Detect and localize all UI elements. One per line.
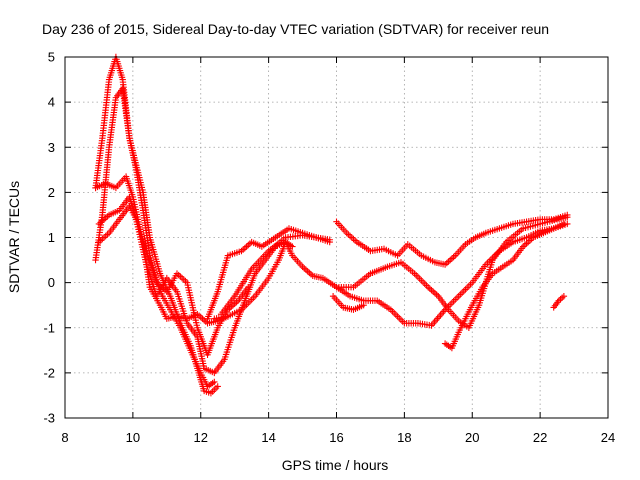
data-point <box>564 211 571 219</box>
y-tick-label: 4 <box>48 95 55 110</box>
data-series-track-11 <box>329 292 367 313</box>
y-tick-label: 3 <box>48 140 55 155</box>
x-tick-label: 22 <box>533 430 547 445</box>
x-tick-label: 14 <box>261 430 275 445</box>
y-tick-label: 1 <box>48 230 55 245</box>
grid-layer <box>65 57 608 418</box>
y-axis-label: SDTVAR / TECUs <box>6 181 22 293</box>
data-series-track-9 <box>333 211 571 268</box>
data-point <box>211 378 218 386</box>
data-series-track-12 <box>441 220 568 352</box>
y-tick-label: -3 <box>43 411 55 426</box>
y-tick-label: -2 <box>43 365 55 380</box>
x-tick-label: 8 <box>61 430 68 445</box>
data-point <box>326 236 333 243</box>
x-tick-label: 12 <box>194 430 208 445</box>
x-tick-label: 24 <box>601 430 615 445</box>
x-tick-label: 20 <box>465 430 479 445</box>
plot-frame <box>64 56 609 419</box>
data-point <box>360 301 367 309</box>
y-tick-label: 0 <box>48 275 55 290</box>
data-point <box>560 220 568 228</box>
x-axis-label: GPS time / hours <box>282 457 389 473</box>
data-series-track-7 <box>217 232 333 318</box>
data-points-layer <box>92 53 571 397</box>
y-tick-label: 5 <box>48 50 55 65</box>
chart-title: Day 236 of 2015, Sidereal Day-to-day VTE… <box>42 21 549 37</box>
x-tick-label: 16 <box>329 430 343 445</box>
x-tick-label: 18 <box>397 430 411 445</box>
y-tick-label: -1 <box>43 320 55 335</box>
data-series-track-13 <box>550 292 568 311</box>
data-series-track-5 <box>95 202 296 377</box>
y-tick-label: 2 <box>48 185 55 200</box>
data-point <box>560 292 568 300</box>
x-tick-label: 10 <box>126 430 140 445</box>
data-point <box>214 383 221 390</box>
